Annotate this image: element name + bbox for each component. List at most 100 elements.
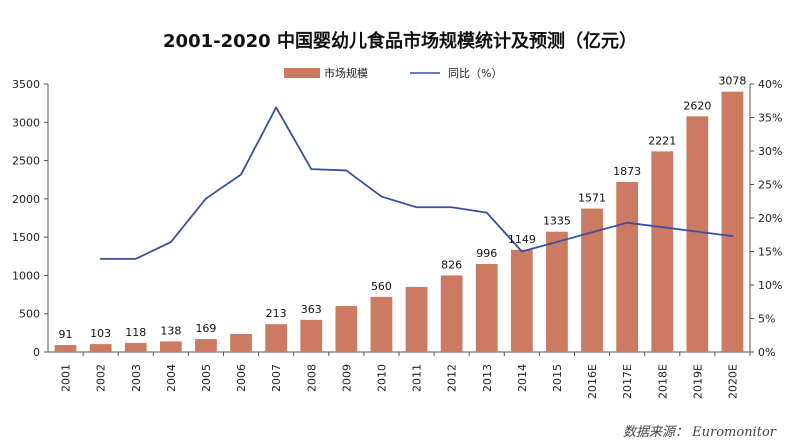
bar-data-label: 363 <box>301 303 322 316</box>
y-right-tick-label: 20% <box>758 212 782 225</box>
bar-data-label: 996 <box>476 247 497 260</box>
yoy-point <box>310 168 313 170</box>
bar <box>230 334 252 352</box>
yoy-point <box>134 258 137 260</box>
bar-data-label: 3078 <box>718 75 746 88</box>
x-tick-label: 2007 <box>270 364 283 392</box>
bar-data-label: 1335 <box>543 215 571 228</box>
y-left-tick-label: 2500 <box>12 155 40 168</box>
y-left-tick-label: 0 <box>33 346 40 359</box>
y-right-tick-label: 5% <box>758 313 775 326</box>
x-tick-label: 2019E <box>691 364 704 399</box>
y-left-tick-label: 3000 <box>12 116 40 129</box>
x-tick-label: 2018E <box>656 364 669 399</box>
x-tick-label: 2017E <box>621 364 634 399</box>
y-left-tick-label: 500 <box>19 308 40 321</box>
yoy-point <box>380 195 383 198</box>
x-tick-label: 2005 <box>200 364 213 392</box>
x-tick-label: 2003 <box>130 364 143 392</box>
x-tick-label: 2011 <box>411 364 424 392</box>
legend-swatch-market-size <box>284 68 320 78</box>
yoy-point <box>450 206 453 209</box>
bar-data-label: 118 <box>125 326 146 339</box>
bar <box>546 231 568 352</box>
yoy-point <box>731 235 734 237</box>
bar <box>616 181 639 352</box>
bar-series <box>54 91 744 353</box>
x-tick-label: 2009 <box>340 364 353 392</box>
x-tick-label: 2010 <box>375 364 388 392</box>
x-tick-label: 2013 <box>481 364 494 392</box>
y-right-tick-label: 35% <box>758 112 782 125</box>
bar <box>510 249 533 352</box>
bar-data-label: 1873 <box>613 165 641 178</box>
y-right-tick-label: 40% <box>758 78 782 91</box>
chart-title: 2001-2020 中国婴幼儿食品市场规模统计及预测（亿元） <box>163 30 637 52</box>
yoy-point <box>205 197 207 200</box>
x-tick-label: 2006 <box>235 364 248 392</box>
bar <box>721 91 744 353</box>
bar <box>195 339 217 352</box>
yoy-point <box>170 241 172 243</box>
yoy-point <box>626 221 628 224</box>
bar <box>89 344 112 352</box>
legend-label-market-size: 市场规模 <box>324 66 368 80</box>
y-right-tick-label: 30% <box>758 145 782 158</box>
bar <box>686 116 709 352</box>
bar <box>54 345 77 352</box>
legend: 市场规模 同比（%） <box>284 66 502 80</box>
y-right-tick-label: 25% <box>758 179 782 192</box>
bar-data-label: 826 <box>441 258 462 271</box>
line-series <box>99 106 734 260</box>
bar-data-label: 138 <box>160 324 181 337</box>
bar-data-label: 103 <box>90 327 111 340</box>
x-tick-label: 2004 <box>165 364 178 392</box>
yoy-point <box>99 258 102 260</box>
bar-data-label: 1571 <box>578 192 606 205</box>
bar-data-label: 1149 <box>508 233 536 246</box>
bar <box>440 275 463 352</box>
yoy-point <box>415 206 418 209</box>
bar <box>335 306 358 352</box>
bar-data-label: 169 <box>195 322 216 335</box>
yoy-point <box>485 211 488 214</box>
yoy-point <box>240 173 242 176</box>
y-right-tick-label: 15% <box>758 246 782 259</box>
bar <box>651 151 674 352</box>
x-tick-label: 2016E <box>586 364 599 399</box>
bar <box>581 208 603 352</box>
source-note: 数据来源： Euromonitor <box>623 425 777 440</box>
yoy-point <box>521 250 523 253</box>
legend-label-yoy: 同比（%） <box>448 67 502 80</box>
bar <box>265 324 288 352</box>
bar <box>370 296 393 352</box>
bar <box>159 341 182 352</box>
bar-data-label: 2620 <box>683 99 711 112</box>
x-tick-label: 2014 <box>516 364 529 392</box>
bar-data-label: 91 <box>59 328 73 341</box>
bar <box>300 319 323 352</box>
yoy-point <box>275 106 277 109</box>
y-left-tick-label: 1500 <box>12 231 40 244</box>
bar <box>475 264 498 352</box>
x-tick-label: 2001 <box>60 364 73 392</box>
bar-data-label: 2221 <box>648 134 676 147</box>
bar <box>405 286 428 352</box>
data-labels: 91 103 118 138 169 213 363 560 826 996 1149 1335 157… <box>59 75 747 341</box>
yoy-point <box>345 169 348 172</box>
bar-data-label: 213 <box>266 307 287 320</box>
x-tick-label: 2015 <box>551 364 564 392</box>
y-right-tick-label: 10% <box>758 279 782 292</box>
axes: 0 500 1000 1500 2000 2500 3000 3500 0% 5% 10% 15% 20… <box>12 78 782 399</box>
y-left-tick-label: 1000 <box>12 269 40 282</box>
bar <box>124 342 147 352</box>
y-left-tick-label: 2000 <box>12 193 40 206</box>
y-right-tick-label: 0% <box>758 346 775 359</box>
x-tick-label: 2020E <box>726 364 739 399</box>
y-left-tick-label: 3500 <box>12 78 40 91</box>
x-tick-label: 2002 <box>95 364 108 392</box>
x-tick-label: 2012 <box>446 364 459 392</box>
x-tick-label: 2008 <box>305 364 318 392</box>
bar-data-label: 560 <box>371 280 392 293</box>
